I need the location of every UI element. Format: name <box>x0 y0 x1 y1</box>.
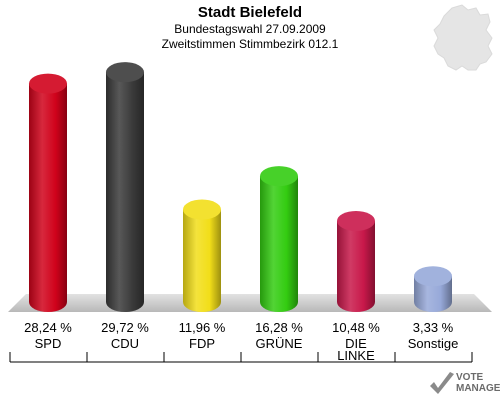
category-label: GRÜNE <box>255 336 303 351</box>
bar-body <box>337 220 375 312</box>
value-label: 11,96 % <box>178 320 226 335</box>
category-label: Sonstige <box>407 336 459 351</box>
category-label: CDU <box>110 336 140 351</box>
value-label: 29,72 % <box>101 320 149 335</box>
vote-manager-logo <box>428 370 500 400</box>
chart-titles: Stadt Bielefeld Bundestagswahl 27.09.200… <box>0 4 500 52</box>
bar-die-linke <box>337 210 375 312</box>
bar-sonstige <box>414 266 452 312</box>
bar-spd <box>29 73 67 313</box>
bar-top <box>29 73 67 94</box>
vote-manager-text: VOTE MANAGER <box>456 372 500 394</box>
bar-top <box>106 62 144 83</box>
bar-top <box>414 266 452 287</box>
logo-line-2: MANAGER <box>456 383 500 394</box>
bar-top <box>183 199 221 220</box>
bar-body <box>260 176 298 312</box>
category-label: DIE LINKE <box>337 336 375 363</box>
logo-line-1: VOTE <box>456 372 484 383</box>
bar-body <box>106 72 144 312</box>
bar-gr-ne <box>260 166 298 312</box>
chart-subtitle-district: Zweitstimmen Stimmbezirk 012.1 <box>161 37 339 51</box>
bar-cdu <box>106 62 144 312</box>
value-label: 16,28 % <box>255 320 303 335</box>
value-label: 28,24 % <box>24 320 72 335</box>
category-label: FDP <box>189 336 215 351</box>
bar-top <box>337 210 375 231</box>
check-mark-icon <box>430 372 454 394</box>
germany-map-icon <box>433 4 493 71</box>
chart-title: Stadt Bielefeld <box>197 4 303 21</box>
value-label: 3,33 % <box>412 320 454 335</box>
bar-body <box>183 209 221 312</box>
category-label: SPD <box>34 336 62 351</box>
bar-top <box>260 166 298 187</box>
value-label: 10,48 % <box>332 320 380 335</box>
bar-body <box>414 276 452 312</box>
chart-subtitle-election: Bundestagswahl 27.09.2009 <box>174 22 326 36</box>
bar-body <box>29 83 67 313</box>
bar-fdp <box>183 199 221 312</box>
